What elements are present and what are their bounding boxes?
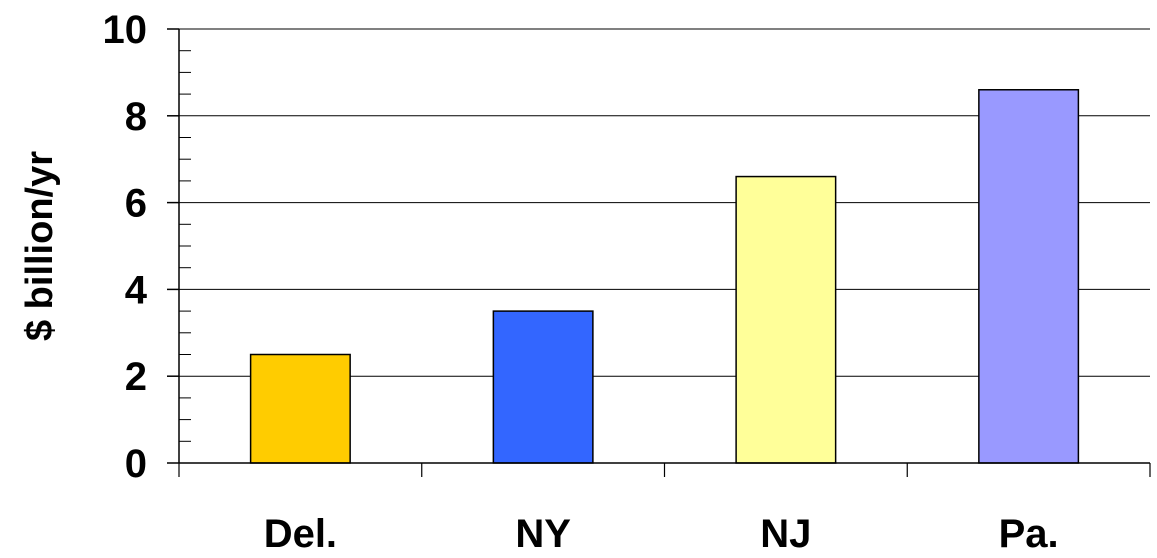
category-labels: Del. NY NJ Pa. xyxy=(264,512,1059,556)
y-tick-label-6: 6 xyxy=(125,182,147,226)
y-tick-label-10: 10 xyxy=(103,8,148,52)
y-tick-label-4: 4 xyxy=(125,268,148,312)
y-tick-labels: 0 2 4 6 8 10 xyxy=(103,8,148,486)
bar-del xyxy=(249,353,351,464)
y-tick-label-0: 0 xyxy=(125,442,147,486)
y-tick-label-8: 8 xyxy=(125,95,147,139)
category-label-nj: NJ xyxy=(760,512,811,556)
category-label-ny: NY xyxy=(515,512,571,556)
y-axis-minor-ticks xyxy=(179,50,191,442)
bar-pa xyxy=(978,89,1080,464)
bar-ny xyxy=(492,310,594,464)
category-label-del: Del. xyxy=(264,512,337,556)
category-label-pa: Pa. xyxy=(999,512,1059,556)
y-tick-label-2: 2 xyxy=(125,355,147,399)
bar-nj xyxy=(735,175,837,464)
bars xyxy=(249,89,1080,464)
y-axis-title: $ billion/yr xyxy=(19,151,61,341)
x-axis-ticks xyxy=(178,463,1151,477)
